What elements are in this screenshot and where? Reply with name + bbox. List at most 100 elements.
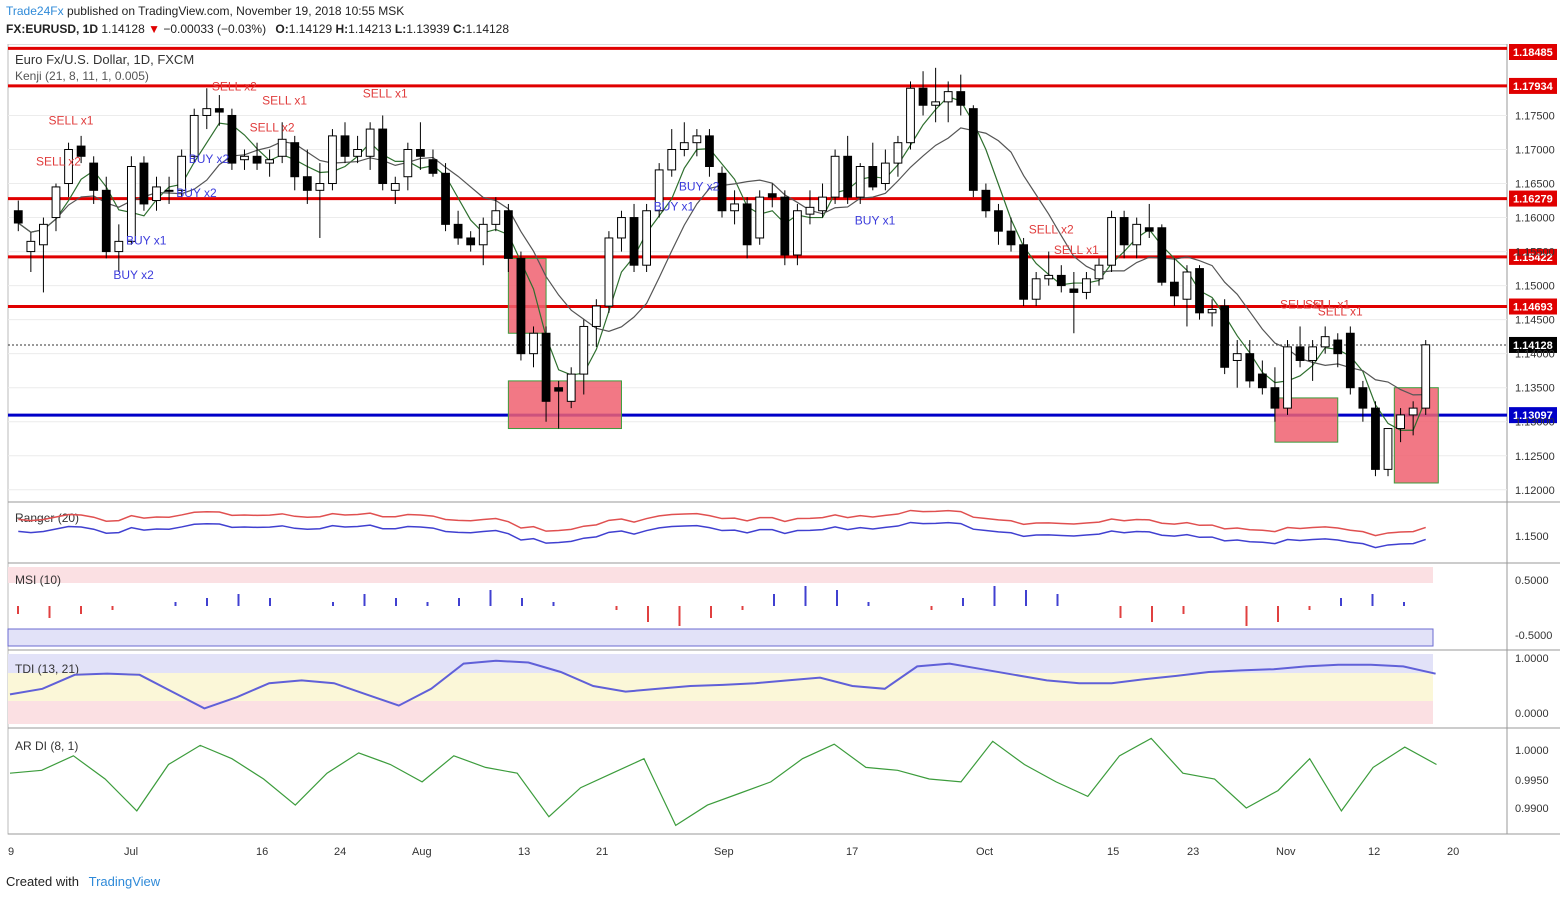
- price-tick-label: 1.15500: [1515, 247, 1555, 259]
- tdi-tick-upper: 1.0000: [1515, 653, 1549, 665]
- sell-signal-label: SELL x2: [212, 80, 257, 94]
- candle-body: [1257, 373, 1267, 389]
- candle-body: [516, 257, 526, 355]
- sell-signal-label: SELL x1: [1318, 304, 1363, 318]
- candle-body: [541, 332, 551, 402]
- candle-body: [177, 155, 187, 191]
- candle-body: [416, 148, 425, 157]
- last-price-label: 1.14128: [1513, 340, 1553, 352]
- candle-body: [265, 159, 275, 164]
- time-tick-label: 20: [1447, 846, 1459, 858]
- sell-signal-label: SELL x1: [1054, 243, 1099, 257]
- price-tick-label: 1.16500: [1515, 179, 1555, 191]
- high-value: 1.14213: [348, 22, 392, 36]
- candle-body: [654, 169, 664, 212]
- candle-body: [441, 172, 450, 225]
- candle-body: [679, 142, 689, 150]
- candle-body: [780, 196, 790, 256]
- level-price-label: 1.18485: [1513, 47, 1553, 59]
- candle-body: [1069, 288, 1079, 293]
- time-tick-label: 17: [846, 846, 858, 858]
- candle-body: [554, 387, 564, 392]
- support-price-box: [1509, 407, 1557, 424]
- candle-body: [26, 240, 36, 253]
- candle-body: [64, 148, 73, 185]
- signal-zone: [1393, 387, 1439, 484]
- time-tick-label: Jul: [124, 846, 138, 858]
- support-price-label: 1.13097: [1513, 410, 1553, 422]
- candle-body: [579, 325, 589, 375]
- candle-body: [202, 108, 212, 116]
- candle-body: [805, 206, 815, 215]
- signal-markers: BUY x2 BUY x1 BUY x2 BUY x2 BUY x1 BUY x2 BUY …: [36, 80, 1363, 319]
- grid: [7, 44, 1560, 835]
- level-price-label: 1.17934: [1513, 81, 1554, 93]
- buy-signal-label: BUY x1: [654, 200, 695, 214]
- candle-body: [1245, 353, 1255, 382]
- created-with-text: Created with: [6, 874, 79, 889]
- publisher-link[interactable]: Trade24Fx: [6, 4, 64, 18]
- candle-body: [1232, 353, 1242, 361]
- candle-body: [893, 142, 903, 164]
- candle-body: [277, 138, 287, 157]
- candle-body: [1056, 274, 1066, 287]
- candle-body: [843, 155, 853, 198]
- time-tick-label: 13: [518, 846, 530, 858]
- candle-body: [1031, 278, 1041, 300]
- open-label: O:: [275, 22, 289, 36]
- candle-body: [705, 135, 714, 168]
- candle-body: [76, 145, 86, 157]
- sell-signal-label: SELL x1: [1280, 297, 1325, 311]
- buy-signal-label: BUY x2: [679, 179, 720, 193]
- sell-signal-label: SELL x2: [250, 120, 295, 134]
- ranger-upper: [18, 509, 1426, 537]
- candle-body: [1333, 339, 1343, 355]
- candle-body: [855, 166, 865, 198]
- price-tick-label: 1.15000: [1515, 281, 1555, 293]
- change-value: −0.00033 (−0.03%): [163, 22, 267, 36]
- candle-body: [1169, 281, 1179, 297]
- candle-body: [1396, 414, 1405, 430]
- candle-body: [755, 196, 765, 239]
- candle-body: [1157, 227, 1167, 283]
- close-value: 1.14128: [465, 22, 510, 36]
- close-label: C:: [452, 22, 466, 36]
- price-tick-label: 1.14500: [1515, 315, 1555, 327]
- price-tick-label: 1.13500: [1515, 383, 1555, 395]
- candle-body: [240, 155, 249, 161]
- candle-body: [717, 172, 727, 212]
- level-price-label: 1.14693: [1513, 302, 1553, 314]
- candle-body: [1345, 332, 1355, 389]
- candle-body: [742, 203, 752, 246]
- time-tick-label: 16: [256, 846, 268, 858]
- candle-body: [290, 142, 300, 178]
- candle-body: [453, 223, 463, 239]
- candle-body: [1144, 227, 1154, 232]
- candle-body: [315, 183, 325, 191]
- candle-body: [39, 223, 48, 246]
- candle-body: [1094, 264, 1104, 280]
- candle-body: [1019, 244, 1028, 300]
- buy-signal-label: BUY x2: [189, 152, 230, 166]
- signal-zone: [507, 380, 622, 430]
- candle-body: [1195, 268, 1204, 314]
- price-tick-label: 1.17000: [1515, 144, 1555, 156]
- time-tick-label: Sep: [714, 846, 734, 858]
- candle-body: [1207, 308, 1217, 314]
- ardi-label: AR DI (8, 1): [15, 739, 78, 753]
- chart-title: Euro Fx/U.S. Dollar, 1D, FXCM: [15, 52, 194, 67]
- price-axis: 1.17500 1.17000 1.16500 1.16000 1.15500 1.150…: [1515, 110, 1555, 496]
- candle-body: [1283, 346, 1292, 409]
- candle-body: [943, 91, 953, 103]
- sell-signal-label: SELL x1: [262, 93, 307, 107]
- msi-upper-band: [8, 567, 1433, 583]
- candle-body: [13, 210, 23, 224]
- candle-body: [1371, 407, 1380, 470]
- tradingview-logo[interactable]: TradingView: [88, 874, 161, 889]
- price-chart[interactable]: 1.18485 1.17934 1.16279 1.15422 1.14693 1.130…: [0, 44, 1565, 874]
- candle-body: [51, 186, 61, 219]
- candle-body: [906, 87, 915, 144]
- candle-body: [1408, 407, 1418, 416]
- msi-tick-lower: -0.5000: [1515, 630, 1552, 642]
